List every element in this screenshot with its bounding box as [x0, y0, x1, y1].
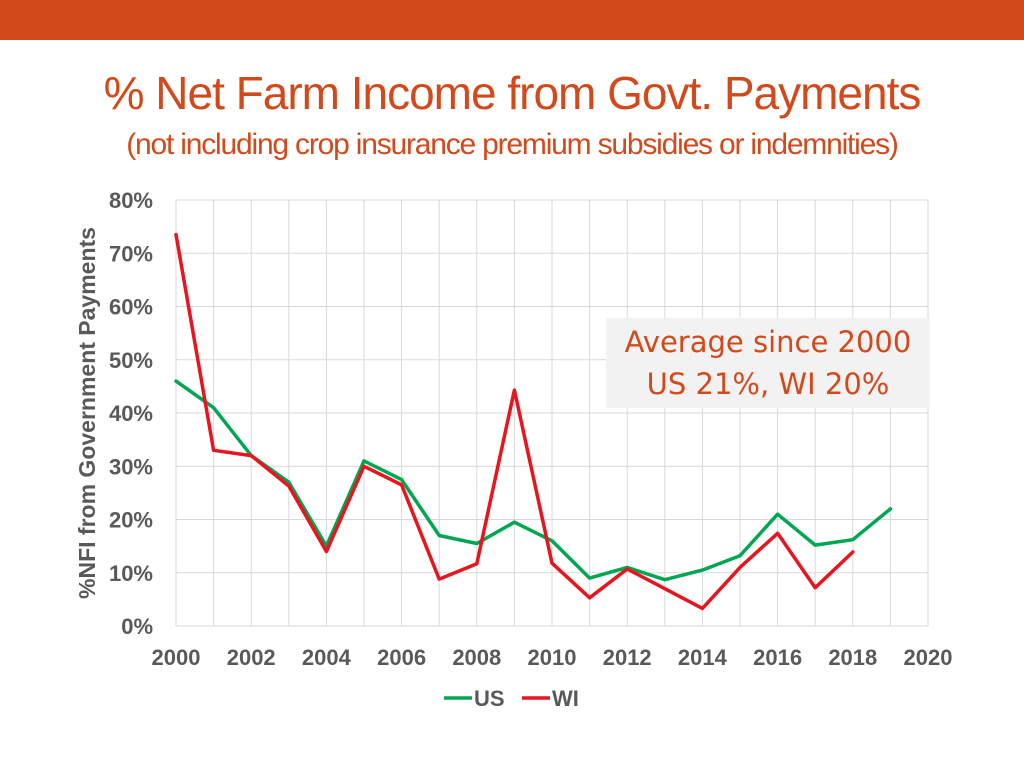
series-line-us: [174, 379, 893, 582]
legend-label: US: [474, 686, 505, 711]
legend-label: WI: [552, 686, 579, 711]
series-line-wi: [174, 232, 855, 611]
y-tick-label: 10%: [109, 561, 153, 586]
chart-series: [174, 232, 893, 611]
x-tick-label: 2016: [753, 645, 802, 670]
y-tick-label: 30%: [109, 454, 153, 479]
average-annotation: Average since 2000 US 21%, WI 20%: [606, 318, 930, 408]
y-tick-label: 70%: [109, 241, 153, 266]
y-tick-label: 80%: [109, 188, 153, 213]
x-tick-label: 2000: [152, 645, 201, 670]
y-axis-label: %NFI from Government Payments: [74, 227, 100, 599]
x-tick-label: 2008: [452, 645, 501, 670]
x-tick-label: 2018: [828, 645, 877, 670]
annotation-line-2: US 21%, WI 20%: [646, 367, 890, 401]
annotation-line-1: Average since 2000: [624, 325, 912, 359]
x-tick-label: 2020: [904, 645, 953, 670]
page-subtitle: (not including crop insurance premium su…: [126, 128, 899, 161]
top-accent-bar: [0, 0, 1024, 40]
legend-item-us: US: [444, 686, 505, 711]
y-tick-label: 40%: [109, 401, 153, 426]
x-tick-label: 2014: [678, 645, 728, 670]
page-title: % Net Farm Income from Govt. Payments: [103, 67, 922, 119]
chart-legend: US WI: [444, 686, 579, 711]
chart-axes: 0% 10% 20% 30% 40% 50% 60% 70% 80% 2000 2002 2004 20…: [74, 188, 952, 670]
x-tick-label: 2012: [603, 645, 652, 670]
y-tick-label: 0%: [121, 614, 153, 639]
legend-item-wi: WI: [522, 686, 579, 711]
y-tick-label: 20%: [109, 508, 153, 533]
chart-grid: [175, 199, 929, 627]
x-tick-label: 2002: [227, 645, 276, 670]
x-tick-label: 2006: [377, 645, 426, 670]
y-tick-label: 50%: [109, 348, 153, 373]
y-tick-label: 60%: [109, 295, 153, 320]
x-tick-label: 2004: [302, 645, 352, 670]
x-tick-label: 2010: [528, 645, 577, 670]
